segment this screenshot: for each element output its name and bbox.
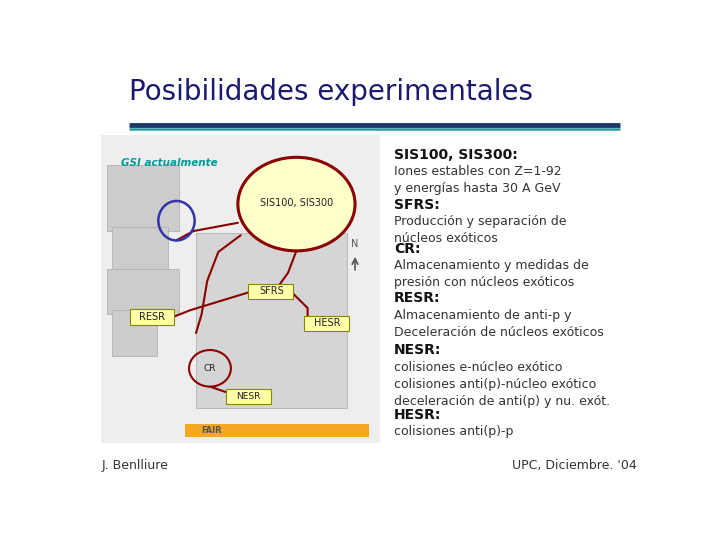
FancyBboxPatch shape [248, 284, 293, 299]
FancyBboxPatch shape [107, 268, 179, 314]
Text: SIS100, SIS300:: SIS100, SIS300: [394, 148, 518, 162]
FancyBboxPatch shape [107, 165, 179, 231]
FancyBboxPatch shape [185, 424, 369, 437]
Text: colisiones anti(p)-p: colisiones anti(p)-p [394, 426, 513, 438]
Text: Almacenamiento de anti-p y
Deceleración de núcleos exóticos: Almacenamiento de anti-p y Deceleración … [394, 309, 604, 339]
FancyBboxPatch shape [101, 136, 380, 443]
Text: NESR: NESR [236, 392, 261, 401]
Text: Iones estables con Z=1-92
y energías hasta 30 A GeV: Iones estables con Z=1-92 y energías has… [394, 165, 562, 195]
FancyBboxPatch shape [226, 389, 271, 404]
Text: NESR:: NESR: [394, 343, 441, 357]
Text: SIS100, SIS300: SIS100, SIS300 [260, 198, 333, 208]
Text: CR: CR [204, 364, 216, 373]
Text: GSI actualmente: GSI actualmente [121, 158, 217, 167]
Text: Producción y separación de
núcleos exóticos: Producción y separación de núcleos exóti… [394, 215, 567, 245]
Text: FAIR: FAIR [202, 426, 222, 435]
Text: N: N [351, 239, 359, 248]
Text: HESR:: HESR: [394, 408, 441, 422]
Text: Almacenamiento y medidas de
presión con núcleos exóticos: Almacenamiento y medidas de presión con … [394, 259, 589, 289]
Text: J. Benlliure: J. Benlliure [101, 460, 168, 472]
Text: RESR: RESR [139, 312, 165, 322]
FancyBboxPatch shape [130, 309, 174, 325]
Text: UPC, Diciembre. '04: UPC, Diciembre. '04 [512, 460, 637, 472]
FancyBboxPatch shape [305, 315, 349, 332]
FancyBboxPatch shape [112, 227, 168, 273]
Text: SFRS:: SFRS: [394, 198, 440, 212]
Text: colisiones e-núcleo exótico
colisiones anti(p)-núcleo exótico
deceleración de an: colisiones e-núcleo exótico colisiones a… [394, 361, 611, 408]
Text: Posibilidades experimentales: Posibilidades experimentales [129, 78, 533, 106]
Text: HESR: HESR [314, 319, 341, 328]
FancyBboxPatch shape [196, 233, 347, 408]
FancyBboxPatch shape [112, 310, 157, 356]
Ellipse shape [238, 157, 355, 251]
Text: SFRS: SFRS [259, 286, 284, 296]
Text: CR:: CR: [394, 241, 420, 255]
Text: RESR:: RESR: [394, 292, 441, 306]
